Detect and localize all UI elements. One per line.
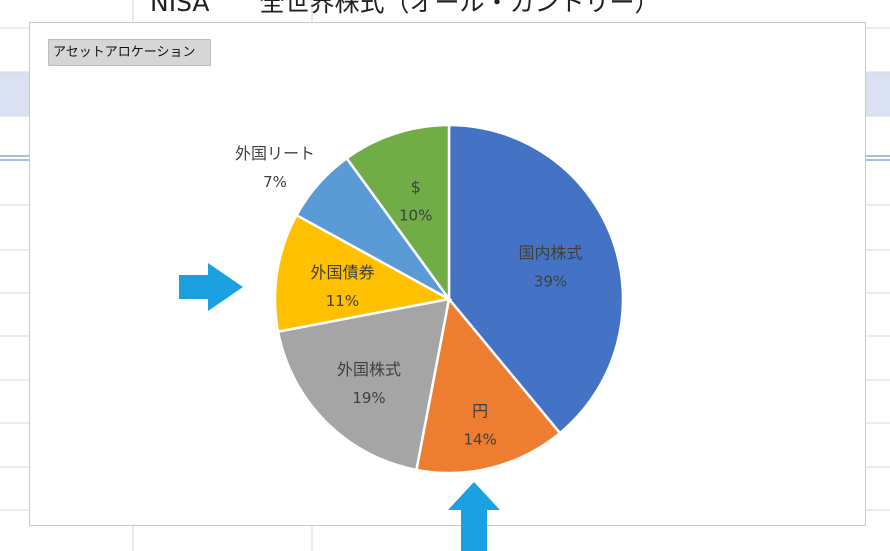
slice-category-label: 外国株式 [337,360,401,379]
slice-category-label: 外国リート [235,144,315,163]
slice-category-label: 国内株式 [518,243,582,262]
slice-category-label: $ [411,177,421,196]
slice-percent-label: 7% [263,173,287,191]
arrow-up-icon [448,482,500,551]
pie-slice[interactable] [273,213,453,334]
pie-slice[interactable] [447,123,625,435]
slice-category-label: 外国債券 [310,263,374,282]
pie-slices [273,123,625,475]
slice-percent-label: 10% [399,206,432,224]
field-button-asset-allocation[interactable]: アセットアロケーション [48,39,211,66]
sheet-title: NISA 全世界株式（オール・カントリー） [150,0,660,17]
arrow-right-icon [179,263,243,311]
pie-slice[interactable] [414,296,562,475]
pie-slice[interactable] [344,123,451,303]
slice-percent-label: 14% [463,430,496,448]
pie-labels: 国内株式 39% 円 14% 外国株式 19% 外国債券 11% 外国リート 7% $10% [235,144,583,448]
pie-slice[interactable] [276,297,451,472]
slice-percent-label: 19% [352,389,385,407]
slice-percent-label: 39% [534,272,567,290]
slice-category-label: 円 [472,401,488,420]
slice-percent-label: 11% [326,292,359,310]
